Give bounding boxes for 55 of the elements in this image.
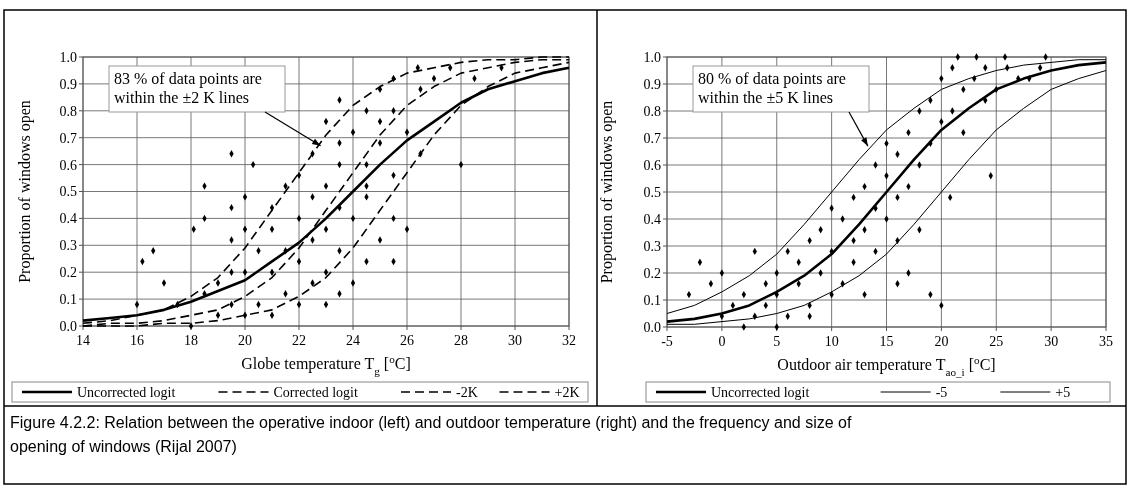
x-tick-label: 30 [508,333,522,348]
legend-label: +2K [554,384,580,400]
legend-label: Uncorrected logit [77,384,176,400]
x-tick-label: 14 [76,333,90,348]
y-tick-label: 0.4 [643,211,661,227]
y-tick-label: 0.3 [643,238,661,254]
y-tick-label: 0.8 [59,103,77,119]
y-tick-label: 0.5 [59,184,77,200]
annotation: 83 % of data points are within the ±2 K lines [114,70,262,106]
x-tick-label: 32 [562,333,576,348]
x-tick-label: 28 [454,333,468,348]
y-tick-label: 0.0 [643,319,661,335]
y-tick-label: 0.8 [643,103,661,119]
y-tick-label: 0.9 [59,76,77,92]
y-tick-label: 0.2 [59,265,77,281]
x-axis-title: Outdoor air temperature T$_{ao_i}$ [$^{o}$C] [777,354,996,378]
y-tick-label: 0.0 [59,318,77,334]
x-tick-label: 22 [292,333,306,348]
y-tick-label: 0.6 [643,157,661,173]
x-tick-label: 10 [824,334,839,349]
x-tick-label: 24 [346,333,360,348]
y-tick-label: 0.7 [59,130,77,146]
y-axis-title: Proportion of windows open [16,100,34,283]
y-axis-title: Proportion of windows open [598,100,616,284]
x-tick-label: 25 [989,334,1004,349]
x-tick-label: 5 [773,334,781,349]
x-tick-label: -5 [661,334,673,349]
y-tick-label: 1.0 [59,49,77,65]
x-tick-label: 26 [400,333,414,348]
caption: Figure 4.2.2: Relation between the operative indoor (left) and outdoor temperature (right) and the frequency and size of opening of windows (Rijal 2007) [10,414,852,455]
x-tick-label: 16 [130,333,144,348]
x-tick-label: 30 [1044,334,1059,349]
y-tick-label: 0.3 [59,238,77,254]
y-tick-label: 0.7 [643,130,661,146]
y-tick-label: 0.9 [643,76,661,92]
x-tick-label: 35 [1099,334,1113,349]
y-tick-label: 0.6 [59,157,77,173]
x-tick-label: 20 [934,334,949,349]
y-tick-label: 1.0 [643,49,661,65]
y-tick-label: 0.1 [643,292,661,308]
legend-label: +5 [1055,384,1071,400]
y-tick-label: 0.1 [59,292,77,307]
x-tick-label: 18 [184,333,198,348]
y-tick-label: 0.2 [643,265,661,281]
x-tick-label: 20 [238,333,252,348]
x-tick-label: 0 [718,334,726,349]
x-axis-title: Globe temperature T$_{g}$ [$^{o}$C] [241,353,411,377]
legend-label: Corrected logit [273,384,358,400]
legend-label: -5 [935,384,948,400]
y-tick-label: 0.4 [59,211,77,227]
legend-label: -2K [456,384,478,400]
x-tick-label: 15 [879,334,894,349]
y-tick-label: 0.5 [643,184,661,200]
annotation: 80 % of data points are within the ±5 K lines [698,70,846,106]
legend-label: Uncorrected logit [711,384,810,400]
